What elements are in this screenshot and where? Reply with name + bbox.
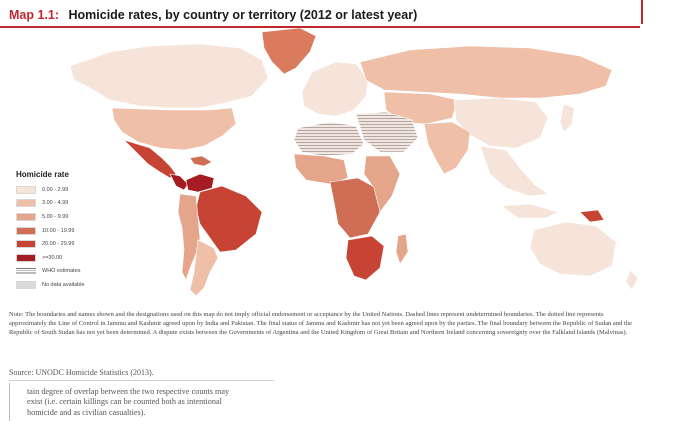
greenland-region bbox=[261, 28, 317, 75]
legend-item: No data available bbox=[16, 278, 126, 292]
map-title: Map 1.1: Homicide rates, by country or t… bbox=[9, 8, 417, 22]
europe-region bbox=[301, 61, 369, 117]
legend-label: 20.00 - 29.99 bbox=[42, 241, 75, 248]
south-asia-region bbox=[423, 121, 471, 175]
middle-east-region bbox=[355, 111, 419, 153]
body-line: homicide and as civilian casualties). bbox=[27, 407, 146, 417]
world-map bbox=[69, 28, 639, 297]
body-line: exist (i.e. certain killings can be coun… bbox=[27, 397, 222, 407]
canada-region bbox=[69, 43, 269, 109]
japan-region bbox=[559, 103, 575, 133]
legend-item: WHO estimates bbox=[16, 265, 126, 279]
map-title-text: Homicide rates, by country or territory … bbox=[68, 8, 418, 22]
legend-items: 0.00 - 2.99 3.00 - 4.99 5.00 - 9.99 10.00 -… bbox=[16, 183, 126, 292]
russia-region bbox=[359, 45, 613, 99]
legend-label: 5.00 - 9.99 bbox=[42, 213, 69, 220]
legend-item: 5.00 - 9.99 bbox=[16, 210, 126, 224]
legend-swatch bbox=[16, 226, 36, 235]
china-region bbox=[453, 97, 549, 149]
venezuela-region bbox=[185, 173, 215, 193]
legend-swatch bbox=[16, 253, 36, 262]
legend-swatch bbox=[16, 240, 36, 249]
png-region bbox=[579, 209, 605, 223]
caribbean-region bbox=[189, 155, 213, 167]
southeast-asia-region bbox=[479, 145, 549, 197]
legend-label: WHO estimates bbox=[42, 268, 81, 275]
madagascar-region bbox=[395, 233, 409, 265]
margin-rule bbox=[641, 0, 643, 24]
source-rule bbox=[9, 380, 274, 381]
legend-label: 10.00 - 19.99 bbox=[42, 227, 75, 234]
central-africa-region bbox=[329, 177, 381, 239]
legend-item: 3.00 - 4.99 bbox=[16, 197, 126, 211]
legend-item: 0.00 - 2.99 bbox=[16, 183, 126, 197]
central-america-region bbox=[169, 173, 189, 191]
southern-africa-region bbox=[345, 235, 385, 281]
title-rule bbox=[0, 26, 640, 28]
andes-region bbox=[177, 193, 201, 281]
legend-swatch bbox=[16, 280, 36, 289]
legend-title: Homicide rate bbox=[16, 170, 69, 179]
north-africa-region bbox=[293, 121, 365, 157]
legend-item: 20.00 - 29.99 bbox=[16, 237, 126, 251]
west-africa-region bbox=[293, 153, 349, 185]
legend-swatch bbox=[16, 212, 36, 221]
east-africa-region bbox=[363, 155, 401, 213]
usa-region bbox=[111, 107, 237, 151]
map-number: Map 1.1: bbox=[9, 8, 60, 22]
australia-region bbox=[529, 221, 617, 277]
central-asia-region bbox=[383, 91, 459, 125]
argentina-region bbox=[189, 239, 219, 297]
legend-swatch bbox=[16, 185, 36, 194]
legend: Homicide rate 0.00 - 2.99 3.00 - 4.99 5.00… bbox=[16, 170, 126, 292]
legend-label: >=30.00 bbox=[42, 254, 63, 261]
new-zealand-region bbox=[625, 269, 639, 291]
body-line: tain degree of overlap between the two r… bbox=[27, 387, 230, 396]
indonesia-region bbox=[501, 203, 559, 219]
body-text: tain degree of overlap between the two r… bbox=[27, 387, 347, 418]
legend-item: >=30.00 bbox=[16, 251, 126, 265]
map-note: Note: The boundaries and names shown and… bbox=[9, 311, 633, 337]
legend-swatch bbox=[16, 267, 36, 276]
legend-item: 10.00 - 19.99 bbox=[16, 224, 126, 238]
legend-label: 0.00 - 2.99 bbox=[42, 186, 69, 193]
text-margin-bar bbox=[9, 383, 10, 421]
source-text: Source: UNODC Homicide Statistics (2013)… bbox=[9, 368, 154, 377]
legend-label: No data available bbox=[42, 281, 85, 288]
legend-label: 3.00 - 4.99 bbox=[42, 200, 69, 207]
brazil-region bbox=[195, 185, 263, 253]
legend-swatch bbox=[16, 199, 36, 208]
